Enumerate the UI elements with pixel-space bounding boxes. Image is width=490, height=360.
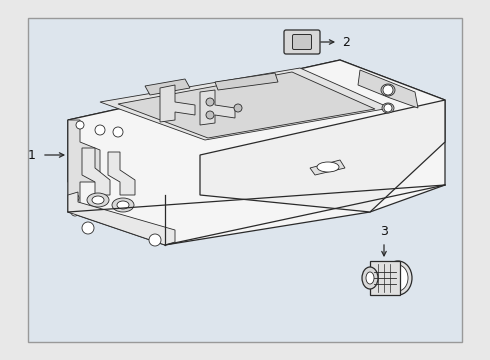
FancyBboxPatch shape	[293, 35, 312, 50]
Circle shape	[384, 104, 392, 112]
Circle shape	[71, 208, 79, 216]
Circle shape	[71, 194, 79, 202]
Polygon shape	[200, 100, 445, 212]
Circle shape	[76, 121, 84, 129]
Ellipse shape	[362, 267, 378, 289]
Ellipse shape	[92, 196, 104, 204]
Circle shape	[113, 127, 123, 137]
Text: 3: 3	[380, 225, 388, 238]
Polygon shape	[68, 120, 100, 212]
Polygon shape	[68, 120, 200, 195]
Ellipse shape	[317, 162, 339, 172]
Polygon shape	[118, 72, 375, 138]
Circle shape	[95, 125, 105, 135]
Polygon shape	[310, 160, 345, 175]
Circle shape	[82, 222, 94, 234]
Text: 1: 1	[28, 149, 36, 162]
Ellipse shape	[112, 198, 134, 212]
Polygon shape	[160, 85, 195, 122]
FancyBboxPatch shape	[284, 30, 320, 54]
Circle shape	[149, 234, 161, 246]
Circle shape	[234, 104, 242, 112]
Ellipse shape	[382, 103, 394, 113]
Ellipse shape	[384, 261, 412, 295]
Polygon shape	[100, 68, 390, 140]
Text: 2: 2	[342, 36, 350, 49]
Ellipse shape	[381, 84, 395, 96]
Circle shape	[206, 98, 214, 106]
Polygon shape	[68, 192, 175, 245]
Polygon shape	[215, 73, 278, 90]
Ellipse shape	[388, 265, 408, 291]
Polygon shape	[108, 152, 135, 195]
Circle shape	[206, 111, 214, 119]
FancyBboxPatch shape	[28, 18, 462, 342]
FancyBboxPatch shape	[370, 261, 400, 295]
Polygon shape	[82, 148, 110, 195]
Polygon shape	[145, 79, 190, 95]
Circle shape	[383, 85, 393, 95]
Polygon shape	[358, 70, 418, 108]
Ellipse shape	[87, 193, 109, 207]
Ellipse shape	[117, 201, 129, 209]
Polygon shape	[200, 90, 235, 125]
Polygon shape	[68, 60, 445, 155]
Ellipse shape	[366, 272, 374, 284]
Polygon shape	[68, 60, 445, 245]
